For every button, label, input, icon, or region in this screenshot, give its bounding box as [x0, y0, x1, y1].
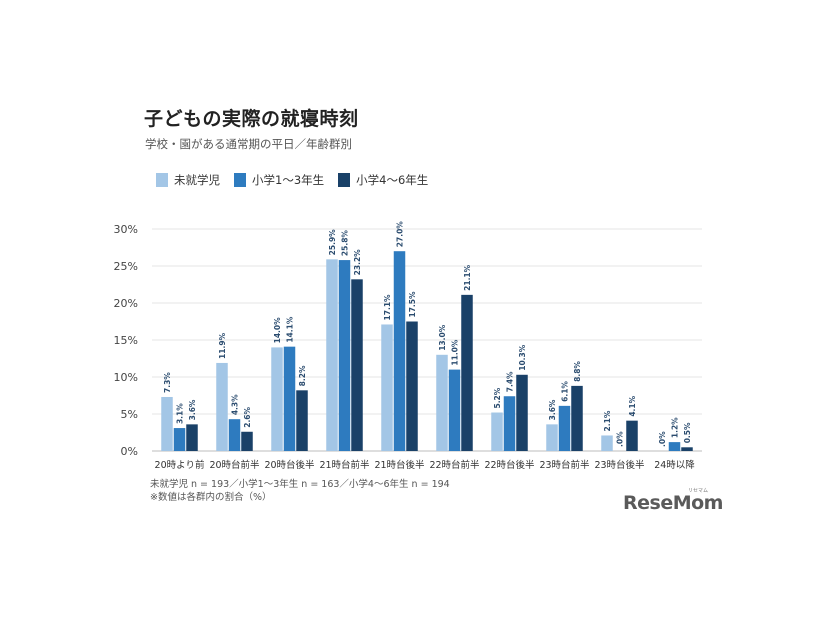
- bar: [491, 412, 503, 451]
- bar-value-label: 0.5%: [683, 422, 692, 443]
- legend-swatch-grade4-6: [338, 173, 351, 187]
- bar: [351, 279, 363, 451]
- bar-value-label: 6.1%: [561, 381, 570, 402]
- bar-value-label: 7.3%: [163, 372, 172, 393]
- bar: [546, 424, 558, 451]
- legend-item-preschool: 未就学児: [156, 172, 220, 188]
- bar-value-label: 7.4%: [506, 371, 515, 392]
- y-tick-label: 20%: [114, 297, 138, 310]
- bar: [436, 354, 448, 451]
- bar-value-label: 3.6%: [548, 399, 557, 420]
- bar-value-label: 8.8%: [573, 361, 582, 382]
- resemom-logo: ReseMom: [623, 492, 723, 514]
- bar-value-label: 21.1%: [463, 264, 472, 291]
- bar-value-label: 5.2%: [493, 387, 502, 408]
- bar-value-label: .0%: [616, 431, 625, 447]
- bar: [558, 405, 571, 451]
- bar-value-label: 3.6%: [188, 399, 197, 420]
- bar: [326, 259, 338, 451]
- bar: [406, 321, 418, 451]
- bar: [283, 346, 296, 451]
- bar: [186, 424, 198, 451]
- x-tick-label: 20時台前半: [209, 459, 259, 471]
- bar-value-label: 4.3%: [231, 394, 240, 415]
- legend: 未就学児 小学1～3年生 小学4～6年生: [156, 172, 428, 188]
- chart-notes: 未就学児 n = 193／小学1～3年生 n = 163／小学4～6年生 n =…: [150, 478, 450, 504]
- bar: [681, 447, 693, 451]
- x-tick-label: 23時台後半: [594, 459, 644, 471]
- x-tick-label: 24時以降: [654, 459, 695, 471]
- x-tick-label: 22時台後半: [484, 459, 534, 471]
- legend-label-grade1-3: 小学1～3年生: [252, 173, 325, 187]
- chart-title: 子どもの実際の就寝時刻: [144, 108, 359, 130]
- bar: [516, 374, 528, 451]
- y-tick-label: 30%: [114, 223, 138, 236]
- bar-value-label: 11.0%: [451, 339, 460, 366]
- percentage-note: ※数値は各群内の割合（%）: [150, 492, 272, 503]
- bar: [296, 390, 308, 451]
- bar-value-label: .0%: [658, 431, 667, 447]
- bar-value-label: 17.1%: [383, 294, 392, 321]
- bar: [161, 396, 173, 451]
- y-tick-label: 25%: [114, 260, 138, 273]
- legend-swatch-preschool: [156, 173, 168, 187]
- legend-label-preschool: 未就学児: [174, 173, 220, 187]
- bar-value-label: 25.8%: [341, 230, 350, 257]
- bar: [668, 442, 681, 451]
- bar-value-label: 10.3%: [518, 344, 527, 371]
- x-tick-label: 20時より前: [155, 459, 205, 471]
- bar: [338, 260, 351, 451]
- y-tick-label: 0%: [121, 445, 138, 458]
- bar: [216, 362, 228, 451]
- bar: [173, 428, 186, 451]
- x-tick-label: 22時台前半: [429, 459, 479, 471]
- bar-value-label: 14.1%: [286, 316, 295, 343]
- y-tick-label: 10%: [114, 371, 138, 384]
- bar-value-label: 27.0%: [396, 221, 405, 248]
- x-tick-label: 20時台後半: [264, 459, 314, 471]
- bar: [503, 396, 516, 451]
- bar: [393, 251, 406, 451]
- bar: [381, 324, 393, 451]
- legend-item-grade1-3: 小学1～3年生: [234, 172, 324, 188]
- bar-value-label: 3.1%: [176, 403, 185, 424]
- bar-value-label: 25.9%: [328, 229, 337, 256]
- bar: [271, 347, 283, 451]
- bar-value-label: 23.2%: [353, 249, 362, 276]
- bar-value-label: 4.1%: [628, 395, 637, 416]
- bar: [241, 431, 253, 451]
- bar-value-label: 14.0%: [273, 317, 282, 344]
- resemom-logo-kana: リセマム: [688, 488, 709, 494]
- x-tick-label: 23時台前半: [539, 459, 589, 471]
- bar-value-label: 2.1%: [603, 410, 612, 431]
- x-tick-label: 21時台後半: [374, 459, 424, 471]
- legend-swatch-grade1-3: [234, 173, 246, 187]
- bar: [228, 419, 241, 451]
- sample-size-note: 未就学児 n = 193／小学1～3年生 n = 163／小学4～6年生 n =…: [150, 479, 450, 490]
- bar: [461, 294, 473, 451]
- bar: [626, 420, 638, 451]
- bar: [448, 369, 461, 451]
- bar-value-label: 13.0%: [438, 324, 447, 351]
- legend-label-grade4-6: 小学4～6年生: [356, 173, 429, 187]
- bar-value-label: 8.2%: [298, 365, 307, 386]
- x-tick-label: 21時台前半: [319, 459, 369, 471]
- y-tick-label: 15%: [114, 334, 138, 347]
- legend-item-grade4-6: 小学4～6年生: [338, 172, 428, 188]
- chart-subtitle: 学校・園がある通常期の平日／年齢群別: [145, 137, 352, 151]
- bar-value-label: 17.5%: [408, 291, 417, 318]
- bar: [571, 385, 583, 451]
- bar-value-label: 2.6%: [243, 406, 252, 427]
- bar: [601, 435, 613, 451]
- bar-value-label: 1.2%: [671, 417, 680, 438]
- y-tick-label: 5%: [121, 408, 138, 421]
- bar-value-label: 11.9%: [218, 332, 227, 359]
